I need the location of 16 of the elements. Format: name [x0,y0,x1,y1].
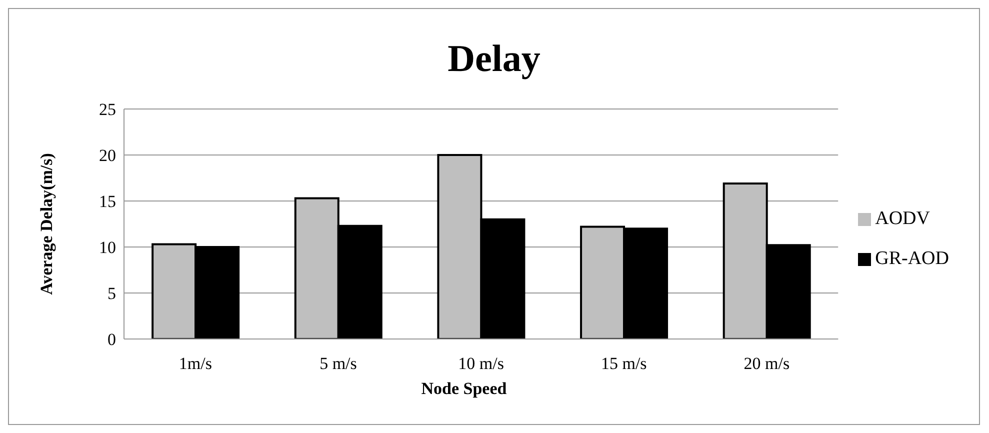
x-tick-label: 15 m/s [600,354,647,374]
x-tick-label: 5 m/s [320,354,357,374]
y-tick-label: 0 [108,330,116,350]
legend-label: AODV [875,208,930,229]
x-axis-title: Node Speed [420,379,508,399]
y-tick-label: 20 [99,146,116,166]
y-axis-title: Average Delay(m/s) [37,153,57,295]
legend-label: GR-AOD [875,248,949,269]
x-tick-label: 1m/s [178,354,212,374]
y-tick-label: 15 [99,192,116,212]
x-tick-label: 20 m/s [744,354,790,374]
x-tick-label: 10 m/s [458,354,504,374]
y-tick-label: 10 [99,238,116,258]
chart-title: Delay [446,37,542,81]
y-tick-label: 25 [99,100,116,120]
y-tick-label: 5 [108,284,116,304]
